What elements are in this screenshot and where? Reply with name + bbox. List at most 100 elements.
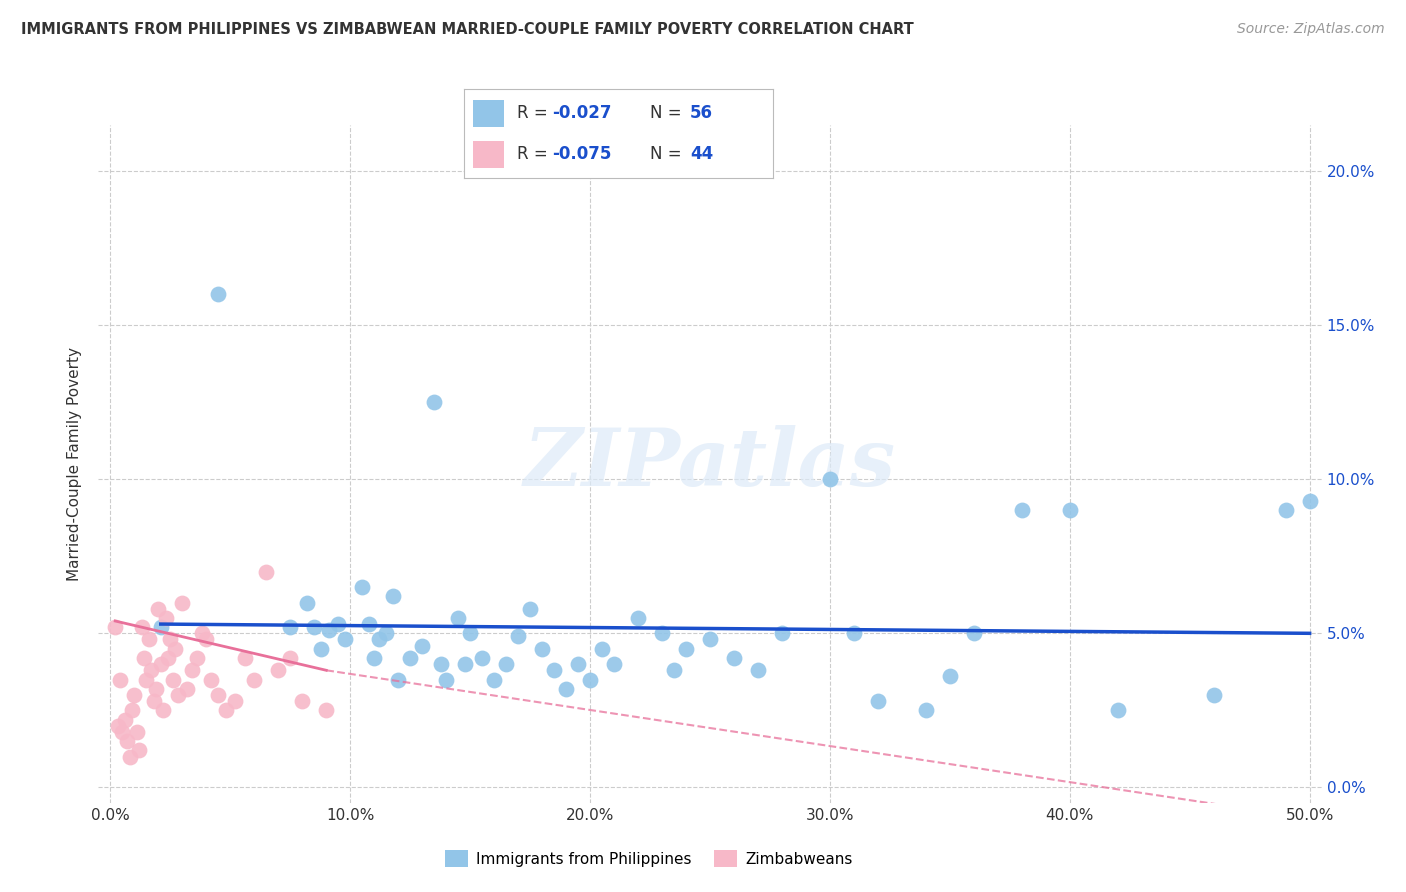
Point: [531, 641, 554, 656]
Point: [107, 719, 129, 733]
Point: [567, 657, 589, 672]
Text: N =: N =: [650, 145, 686, 163]
Point: [387, 673, 409, 687]
Point: [118, 749, 141, 764]
Point: [963, 626, 986, 640]
Point: [430, 657, 453, 672]
Point: [176, 681, 198, 696]
Point: [328, 617, 350, 632]
Point: [368, 632, 391, 647]
Point: [108, 673, 131, 687]
Point: [627, 611, 650, 625]
Point: [915, 703, 938, 717]
Point: [162, 673, 184, 687]
Point: [145, 681, 167, 696]
Point: [651, 626, 673, 640]
Point: [363, 651, 385, 665]
Point: [399, 651, 422, 665]
Point: [186, 651, 208, 665]
Point: [311, 641, 333, 656]
Point: [121, 703, 143, 717]
Point: [278, 651, 301, 665]
Point: [543, 663, 565, 677]
Point: [352, 580, 374, 594]
Point: [195, 632, 218, 647]
Point: [152, 703, 174, 717]
Point: [214, 703, 236, 717]
Point: [142, 694, 165, 708]
Point: [434, 673, 457, 687]
Point: [747, 663, 769, 677]
Point: [335, 632, 357, 647]
Point: [423, 395, 446, 409]
Point: [939, 669, 962, 683]
Legend: Immigrants from Philippines, Zimbabweans: Immigrants from Philippines, Zimbabweans: [439, 844, 859, 873]
Point: [166, 688, 188, 702]
Point: [555, 681, 578, 696]
Point: [254, 565, 277, 579]
Point: [131, 620, 153, 634]
Point: [382, 590, 405, 604]
Point: [138, 632, 160, 647]
Point: [375, 626, 398, 640]
Point: [165, 641, 187, 656]
Point: [842, 626, 865, 640]
Point: [591, 641, 613, 656]
Point: [128, 743, 150, 757]
Point: [149, 620, 172, 634]
Point: [291, 694, 314, 708]
Point: [207, 287, 229, 301]
Point: [723, 651, 745, 665]
Point: [295, 595, 318, 609]
Point: [482, 673, 505, 687]
Point: [675, 641, 697, 656]
Point: [458, 626, 481, 640]
Point: [104, 620, 127, 634]
Point: [508, 629, 530, 643]
Text: Source: ZipAtlas.com: Source: ZipAtlas.com: [1237, 22, 1385, 37]
Point: [866, 694, 889, 708]
Point: [359, 617, 381, 632]
Point: [114, 713, 136, 727]
Point: [125, 725, 148, 739]
Point: [243, 673, 266, 687]
Point: [159, 632, 181, 647]
Point: [1059, 503, 1081, 517]
Point: [1298, 493, 1320, 508]
Point: [662, 663, 685, 677]
Point: [447, 611, 470, 625]
Point: [149, 657, 172, 672]
Text: R =: R =: [516, 145, 553, 163]
Y-axis label: Married-Couple Family Poverty: Married-Couple Family Poverty: [67, 347, 83, 581]
Text: IMMIGRANTS FROM PHILIPPINES VS ZIMBABWEAN MARRIED-COUPLE FAMILY POVERTY CORRELAT: IMMIGRANTS FROM PHILIPPINES VS ZIMBABWEA…: [21, 22, 914, 37]
Point: [411, 639, 433, 653]
Point: [315, 703, 337, 717]
Point: [603, 657, 626, 672]
Point: [1274, 503, 1296, 517]
Point: [156, 651, 179, 665]
Point: [115, 734, 138, 748]
Text: ZIPatlas: ZIPatlas: [524, 425, 896, 502]
Point: [190, 626, 212, 640]
Point: [304, 620, 326, 634]
Point: [181, 663, 204, 677]
Point: [1107, 703, 1129, 717]
Point: [233, 651, 256, 665]
Text: 56: 56: [690, 104, 713, 122]
Point: [519, 601, 541, 615]
Point: [818, 472, 841, 486]
Point: [454, 657, 477, 672]
Text: R =: R =: [516, 104, 553, 122]
Point: [1011, 503, 1033, 517]
Point: [148, 601, 170, 615]
Point: [111, 725, 134, 739]
Point: [699, 632, 721, 647]
Point: [1202, 688, 1225, 702]
Point: [495, 657, 517, 672]
Point: [278, 620, 301, 634]
Point: [471, 651, 494, 665]
FancyBboxPatch shape: [474, 100, 505, 127]
Point: [141, 663, 163, 677]
FancyBboxPatch shape: [474, 141, 505, 168]
Point: [318, 624, 340, 638]
